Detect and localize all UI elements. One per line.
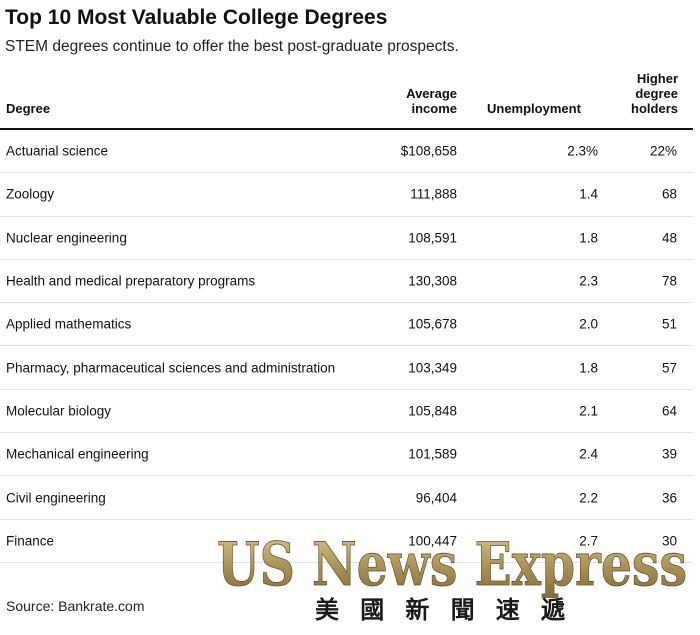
cell-higher-degree-holders: 39 (661, 446, 677, 462)
chart-subtitle: STEM degrees continue to offer the best … (5, 38, 459, 55)
header-degree: Degree (6, 101, 51, 116)
cell-unemployment: 2.3 (579, 273, 598, 289)
cell-higher-degree-holders: 22% (649, 143, 677, 159)
cell-unemployment: 1.4 (579, 186, 598, 202)
cell-average-income: 101,589 (408, 446, 457, 462)
cell-degree: Nuclear engineering (6, 230, 127, 246)
header-income-line2: income (411, 101, 457, 116)
cell-unemployment: 1.8 (579, 360, 598, 376)
cell-average-income: 111,888 (410, 186, 457, 202)
cell-higher-degree-holders: 36 (661, 490, 677, 506)
cell-degree: Health and medical preparatory programs (6, 273, 256, 289)
header-higher-line1: Higher (636, 71, 678, 86)
source-note: Source: Bankrate.com (6, 598, 145, 614)
cell-unemployment: 1.8 (579, 230, 598, 246)
chart-title: Top 10 Most Valuable College Degrees (5, 6, 388, 29)
cell-average-income: 105,678 (408, 316, 457, 332)
cell-average-income: 105,848 (408, 403, 457, 419)
cell-degree: Finance (6, 533, 55, 549)
table-row: Nuclear engineering 108,591 1.8 48 (0, 217, 693, 260)
header-unemployment: Unemployment (487, 101, 581, 116)
header-average-income: Average income (367, 86, 457, 116)
cell-degree: Applied mathematics (6, 316, 132, 332)
header-higher-line3: holders (631, 101, 678, 116)
watermark-cjk: 美國新聞速遞 (315, 596, 566, 624)
cell-unemployment: 2.3% (567, 143, 598, 159)
cell-degree: Civil engineering (6, 490, 106, 506)
table-row: Applied mathematics 105,678 2.0 51 (0, 303, 693, 347)
cell-average-income: 100,447 (408, 533, 457, 549)
cell-higher-degree-holders: 48 (661, 230, 677, 246)
cell-higher-degree-holders: 68 (661, 186, 677, 202)
cell-unemployment: 2.1 (579, 403, 598, 419)
table-row: Finance 100,447 2.7 30 (0, 520, 693, 563)
table-row: Civil engineering 96,404 2.2 36 (0, 476, 693, 520)
table-row: Mechanical engineering 101,589 2.4 39 (0, 433, 693, 477)
cell-average-income: 103,349 (408, 360, 457, 376)
cell-unemployment: 2.7 (579, 533, 598, 549)
cell-degree: Pharmacy, pharmaceutical sciences and ad… (6, 360, 336, 376)
cell-average-income: 108,591 (408, 230, 457, 246)
cell-degree: Molecular biology (6, 403, 112, 419)
cell-higher-degree-holders: 78 (661, 273, 677, 289)
table-row: Molecular biology 105,848 2.1 64 (0, 390, 693, 434)
header-income-line1: Average (406, 86, 457, 101)
cell-higher-degree-holders: 57 (661, 360, 677, 376)
cell-higher-degree-holders: 30 (661, 533, 677, 549)
header-rule (0, 128, 693, 130)
cell-unemployment: 2.4 (579, 446, 598, 462)
cell-degree: Actuarial science (6, 143, 109, 159)
cell-unemployment: 2.2 (579, 490, 598, 506)
table-row: Actuarial science $108,658 2.3% 22% (0, 130, 693, 174)
header-higher-line2: degree (635, 86, 678, 101)
cell-higher-degree-holders: 51 (661, 316, 677, 332)
cell-higher-degree-holders: 64 (661, 403, 677, 419)
header-higher-degree-holders: Higher degree holders (598, 71, 678, 116)
cell-degree: Zoology (6, 186, 55, 202)
table-body: Actuarial science $108,658 2.3% 22% Zoology 1… (0, 130, 693, 563)
table-row: Zoology 111,888 1.4 68 (0, 173, 693, 217)
cell-average-income: 130,308 (408, 273, 457, 289)
table-row: Pharmacy, pharmaceutical sciences and ad… (0, 346, 693, 390)
table-row: Health and medical preparatory programs 1… (0, 260, 693, 304)
table-header: Degree Average income Unemployment Highe… (0, 66, 700, 128)
cell-unemployment: 2.0 (579, 316, 598, 332)
cell-average-income: 96,404 (415, 490, 457, 506)
cell-average-income: $108,658 (400, 143, 457, 159)
cell-degree: Mechanical engineering (6, 446, 149, 462)
